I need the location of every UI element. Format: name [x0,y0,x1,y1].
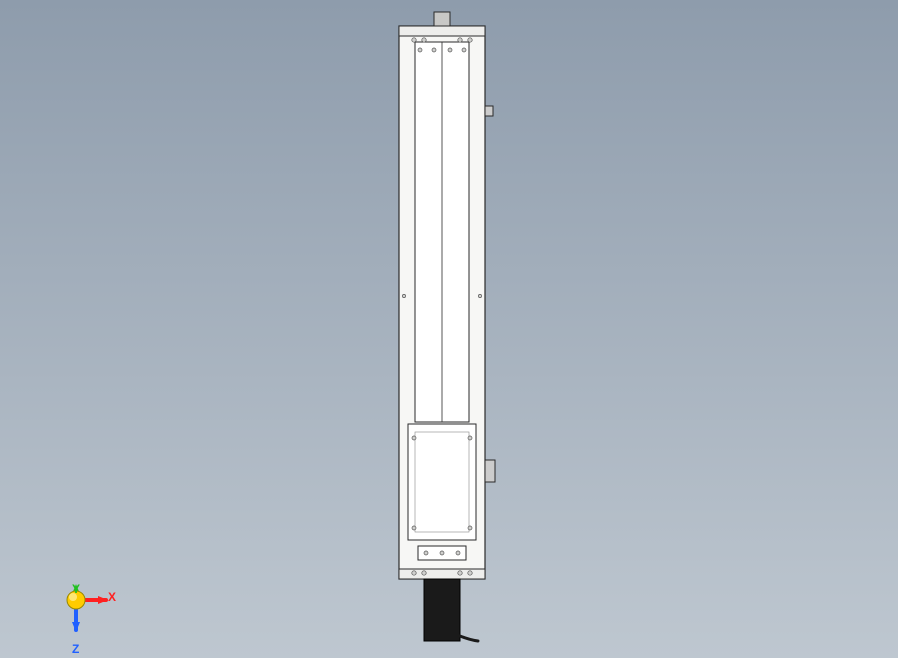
axis-label-x: X [108,590,116,604]
axis-label-z: Z [72,642,79,656]
axis-label-y: Y [72,582,80,596]
triad-graphic [26,550,156,658]
cad-viewport[interactable]: X Y Z [0,0,898,658]
